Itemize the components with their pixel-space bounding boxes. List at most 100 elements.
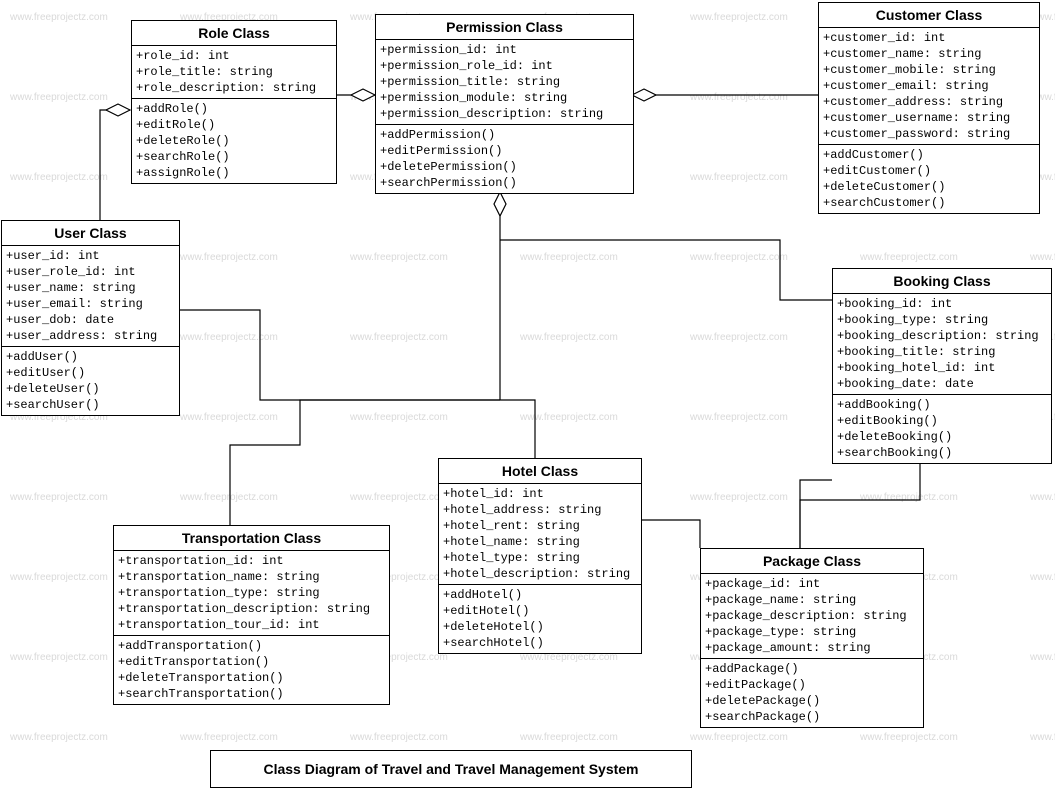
attr: +role_title: string	[136, 64, 332, 80]
attr: +transportation_type: string	[118, 585, 385, 601]
op: +addUser()	[6, 349, 175, 365]
watermark-text: www.freeprojectz.com	[1030, 652, 1055, 663]
class-role: Role Class +role_id: int +role_title: st…	[131, 20, 337, 184]
class-package: Package Class +package_id: int +package_…	[700, 548, 924, 728]
attr: +booking_title: string	[837, 344, 1047, 360]
op: +editHotel()	[443, 603, 637, 619]
attr: +booking_hotel_id: int	[837, 360, 1047, 376]
attr: +hotel_id: int	[443, 486, 637, 502]
attr: +package_type: string	[705, 624, 919, 640]
watermark-text: www.freeprojectz.com	[10, 12, 108, 23]
attr: +permission_id: int	[380, 42, 629, 58]
attr: +customer_name: string	[823, 46, 1035, 62]
watermark-text: www.freeprojectz.com	[350, 332, 448, 343]
op: +addTransportation()	[118, 638, 385, 654]
class-booking-attrs: +booking_id: int +booking_type: string +…	[833, 294, 1051, 395]
op: +editRole()	[136, 117, 332, 133]
op: +searchCustomer()	[823, 195, 1035, 211]
watermark-text: www.freeprojectz.com	[180, 332, 278, 343]
attr: +user_role_id: int	[6, 264, 175, 280]
op: +addRole()	[136, 101, 332, 117]
watermark-text: www.freeprojectz.com	[180, 732, 278, 743]
op: +deleteUser()	[6, 381, 175, 397]
class-user-attrs: +user_id: int +user_role_id: int +user_n…	[2, 246, 179, 347]
class-transportation-title: Transportation Class	[114, 526, 389, 551]
op: +editTransportation()	[118, 654, 385, 670]
class-hotel: Hotel Class +hotel_id: int +hotel_addres…	[438, 458, 642, 654]
class-package-title: Package Class	[701, 549, 923, 574]
class-transportation: Transportation Class +transportation_id:…	[113, 525, 390, 705]
attr: +user_id: int	[6, 248, 175, 264]
watermark-text: www.freeprojectz.com	[520, 412, 618, 423]
attr: +hotel_description: string	[443, 566, 637, 582]
watermark-text: www.freeprojectz.com	[1030, 252, 1055, 263]
caption-text: Class Diagram of Travel and Travel Manag…	[263, 761, 638, 777]
attr: +booking_id: int	[837, 296, 1047, 312]
op: +deleteBooking()	[837, 429, 1047, 445]
class-customer-ops: +addCustomer() +editCustomer() +deleteCu…	[819, 145, 1039, 213]
attr: +package_name: string	[705, 592, 919, 608]
watermark-text: www.freeprojectz.com	[860, 732, 958, 743]
class-user: User Class +user_id: int +user_role_id: …	[1, 220, 180, 416]
watermark-text: www.freeprojectz.com	[690, 12, 788, 23]
class-role-ops: +addRole() +editRole() +deleteRole() +se…	[132, 99, 336, 183]
watermark-text: www.freeprojectz.com	[180, 412, 278, 423]
watermark-text: www.freeprojectz.com	[690, 732, 788, 743]
attr: +customer_mobile: string	[823, 62, 1035, 78]
op: +addPermission()	[380, 127, 629, 143]
attr: +user_address: string	[6, 328, 175, 344]
op: +searchPermission()	[380, 175, 629, 191]
class-user-title: User Class	[2, 221, 179, 246]
attr: +customer_username: string	[823, 110, 1035, 126]
op: +searchBooking()	[837, 445, 1047, 461]
attr: +transportation_tour_id: int	[118, 617, 385, 633]
attr: +hotel_type: string	[443, 550, 637, 566]
class-permission-title: Permission Class	[376, 15, 633, 40]
op: +deleteHotel()	[443, 619, 637, 635]
op: +deletePermission()	[380, 159, 629, 175]
class-user-ops: +addUser() +editUser() +deleteUser() +se…	[2, 347, 179, 415]
op: +addBooking()	[837, 397, 1047, 413]
class-transportation-ops: +addTransportation() +editTransportation…	[114, 636, 389, 704]
attr: +package_description: string	[705, 608, 919, 624]
attr: +permission_role_id: int	[380, 58, 629, 74]
watermark-text: www.freeprojectz.com	[180, 492, 278, 503]
watermark-text: www.freeprojectz.com	[180, 252, 278, 263]
attr: +package_amount: string	[705, 640, 919, 656]
attr: +role_id: int	[136, 48, 332, 64]
class-role-attrs: +role_id: int +role_title: string +role_…	[132, 46, 336, 99]
op: +editUser()	[6, 365, 175, 381]
attr: +hotel_rent: string	[443, 518, 637, 534]
watermark-text: www.freeprojectz.com	[690, 252, 788, 263]
attr: +hotel_name: string	[443, 534, 637, 550]
op: +searchRole()	[136, 149, 332, 165]
class-hotel-title: Hotel Class	[439, 459, 641, 484]
watermark-text: www.freeprojectz.com	[10, 172, 108, 183]
attr: +booking_type: string	[837, 312, 1047, 328]
op: +editBooking()	[837, 413, 1047, 429]
watermark-text: www.freeprojectz.com	[350, 732, 448, 743]
op: +editPackage()	[705, 677, 919, 693]
attr: +permission_module: string	[380, 90, 629, 106]
op: +deleteTransportation()	[118, 670, 385, 686]
attr: +package_id: int	[705, 576, 919, 592]
op: +editCustomer()	[823, 163, 1035, 179]
attr: +booking_description: string	[837, 328, 1047, 344]
attr: +booking_date: date	[837, 376, 1047, 392]
op: +addPackage()	[705, 661, 919, 677]
class-booking-ops: +addBooking() +editBooking() +deleteBook…	[833, 395, 1051, 463]
attr: +transportation_description: string	[118, 601, 385, 617]
op: +deletePackage()	[705, 693, 919, 709]
op: +searchUser()	[6, 397, 175, 413]
attr: +hotel_address: string	[443, 502, 637, 518]
watermark-text: www.freeprojectz.com	[520, 252, 618, 263]
watermark-text: www.freeprojectz.com	[10, 92, 108, 103]
op: +addHotel()	[443, 587, 637, 603]
watermark-text: www.freeprojectz.com	[860, 252, 958, 263]
class-role-title: Role Class	[132, 21, 336, 46]
watermark-text: www.freeprojectz.com	[690, 92, 788, 103]
attr: +customer_email: string	[823, 78, 1035, 94]
attr: +customer_id: int	[823, 30, 1035, 46]
op: +deleteCustomer()	[823, 179, 1035, 195]
op: +assignRole()	[136, 165, 332, 181]
